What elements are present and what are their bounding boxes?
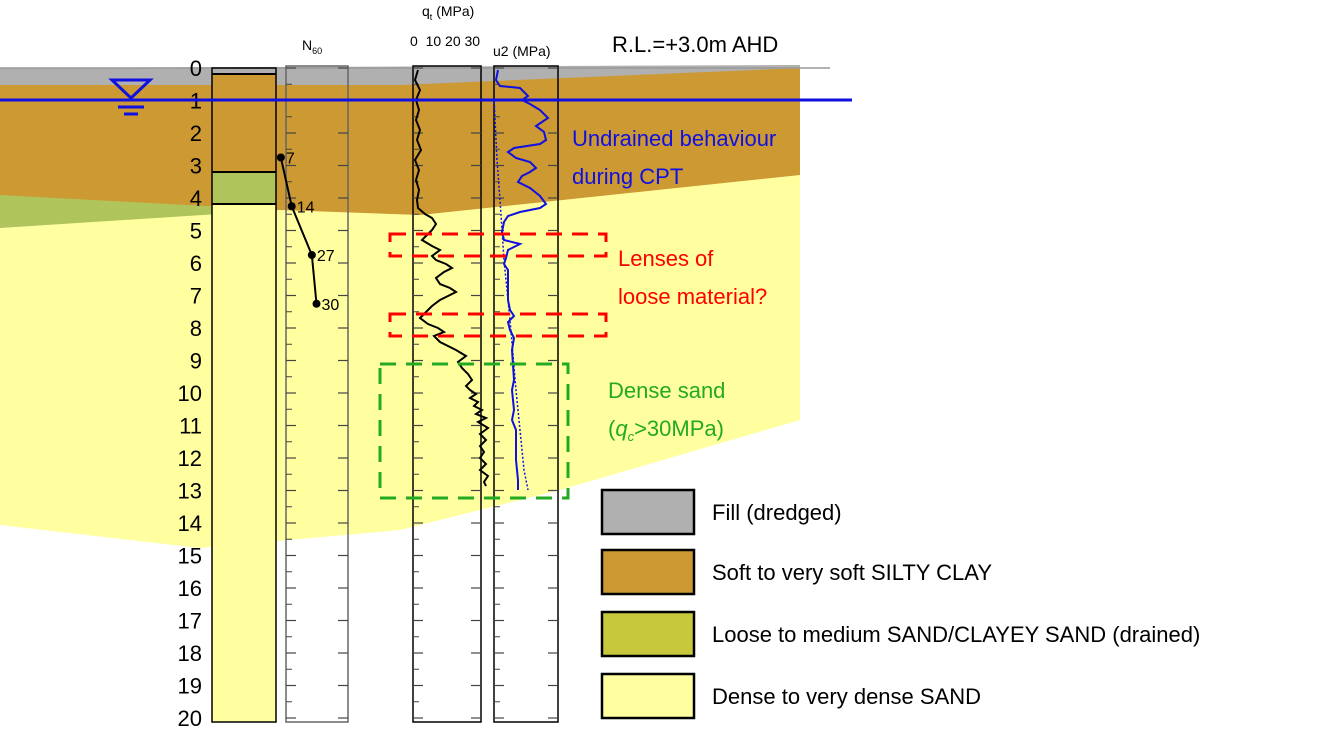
fill-layer bbox=[0, 65, 800, 85]
water-table bbox=[0, 78, 852, 116]
legend-label: Loose to medium SAND/CLAYEY SAND (draine… bbox=[712, 622, 1200, 647]
clay-layer bbox=[0, 65, 800, 215]
depth-label: 0 bbox=[190, 56, 202, 81]
qt-white-lower bbox=[413, 548, 481, 722]
depth-label: 20 bbox=[178, 706, 202, 731]
log-loose-sand bbox=[212, 172, 276, 204]
depth-label: 5 bbox=[190, 219, 202, 244]
u2-white-lower bbox=[494, 548, 558, 722]
log-clay bbox=[212, 74, 276, 172]
spt-point bbox=[307, 251, 316, 259]
n60-column: 7 14 27 30 bbox=[276, 65, 349, 723]
qt-trace bbox=[413, 69, 490, 487]
n60-white-lower bbox=[286, 548, 348, 722]
lens-box-lower bbox=[388, 312, 608, 338]
legend-swatch bbox=[600, 610, 696, 658]
qt-header: qt (MPa) bbox=[422, 3, 474, 22]
n60-ticks bbox=[286, 67, 348, 719]
borehole-log-column bbox=[211, 67, 277, 723]
log-outline bbox=[211, 67, 277, 723]
legend-swatch bbox=[600, 672, 696, 720]
depth-label: 11 bbox=[179, 414, 202, 439]
log-clay-top bbox=[212, 68, 276, 74]
depth-label: 7 bbox=[190, 284, 202, 309]
spt-point bbox=[312, 299, 321, 308]
legend-label: Dense to very dense SAND bbox=[712, 684, 981, 709]
n60-header: N60 bbox=[302, 37, 322, 56]
depth-label: 12 bbox=[178, 446, 202, 471]
spt-point bbox=[276, 153, 285, 162]
qt-ticks bbox=[413, 67, 481, 719]
depth-axis-labels: 01234567891011121314151617181920 bbox=[178, 56, 202, 731]
water-table-symbol bbox=[108, 78, 154, 101]
lenses-annotation-line1: Lenses of bbox=[618, 246, 714, 271]
qt-column bbox=[412, 65, 490, 723]
depth-label: 4 bbox=[190, 186, 202, 211]
depth-label: 17 bbox=[178, 609, 202, 634]
lenses-annotation-line2: loose material? bbox=[618, 284, 767, 309]
dense-sand-box bbox=[378, 362, 570, 500]
legend-swatch bbox=[600, 488, 696, 536]
depth-label: 15 bbox=[178, 544, 202, 569]
spt-value-label: 30 bbox=[322, 297, 340, 314]
u2-header: u2 (MPa) bbox=[493, 43, 551, 59]
depth-label: 16 bbox=[178, 576, 202, 601]
depth-label: 19 bbox=[178, 674, 202, 699]
lenses-boxes bbox=[388, 232, 608, 338]
depth-label: 9 bbox=[190, 349, 202, 374]
spt-value-label: 7 bbox=[286, 151, 295, 168]
u2-column bbox=[493, 65, 559, 723]
spt-value-label: 14 bbox=[297, 199, 315, 216]
spt-plot: 7 14 27 30 bbox=[276, 151, 340, 314]
depth-label: 6 bbox=[190, 251, 202, 276]
legend-swatch bbox=[600, 548, 696, 596]
u2-ticks bbox=[494, 67, 558, 719]
depth-label: 2 bbox=[190, 121, 202, 146]
lens-box-upper bbox=[388, 232, 608, 258]
spt-line bbox=[279, 157, 318, 304]
depth-label: 13 bbox=[178, 479, 202, 504]
qt-tick-labels: 0 10 20 30 bbox=[410, 33, 480, 49]
spt-point bbox=[287, 202, 296, 211]
spt-value-label: 27 bbox=[317, 248, 335, 265]
depth-label: 10 bbox=[178, 381, 202, 406]
dense-annotation-line1: Dense sand bbox=[608, 378, 725, 403]
dense-sand-layer bbox=[0, 175, 800, 548]
depth-label: 3 bbox=[190, 154, 202, 179]
legend: Fill (dredged) Soft to very soft SILTY CL… bbox=[600, 488, 1200, 720]
undrained-annotation-line2: during CPT bbox=[572, 164, 683, 189]
qt-outline bbox=[412, 65, 482, 723]
legend-label: Soft to very soft SILTY CLAY bbox=[712, 560, 992, 585]
rl-label: R.L.=+3.0m AHD bbox=[612, 32, 778, 57]
depth-label: 14 bbox=[178, 511, 202, 536]
soil-layers bbox=[0, 65, 830, 548]
u2-trace bbox=[494, 69, 550, 490]
log-dense-sand bbox=[212, 204, 276, 722]
depth-label: 18 bbox=[178, 641, 202, 666]
dense-annotation-line2: (qc>30MPa) bbox=[608, 416, 724, 444]
u2-outline bbox=[493, 65, 559, 723]
n60-outline bbox=[285, 65, 349, 723]
legend-label: Fill (dredged) bbox=[712, 500, 842, 525]
depth-label: 8 bbox=[190, 316, 202, 341]
undrained-annotation-line1: Undrained behaviour bbox=[572, 126, 776, 151]
